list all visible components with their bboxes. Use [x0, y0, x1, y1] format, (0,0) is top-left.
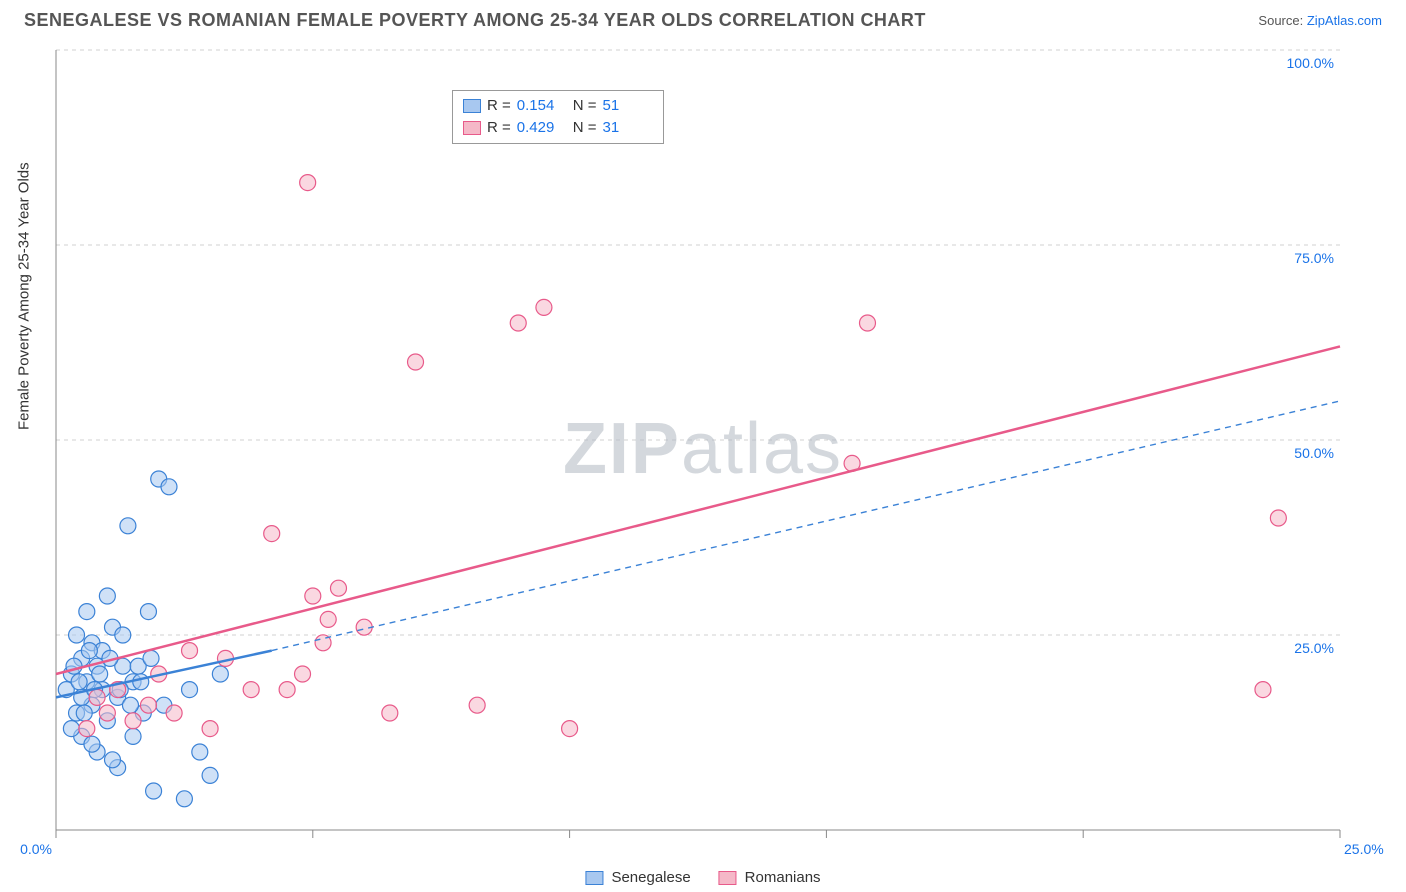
- swatch-senegalese: [463, 99, 481, 113]
- scatter-plot: 25.0% 50.0% 75.0% 100.0% 0.0% 25.0%: [0, 40, 1406, 892]
- chart-title: SENEGALESE VS ROMANIAN FEMALE POVERTY AM…: [24, 10, 926, 31]
- legend-row-romanians: R = 0.429 N = 31: [463, 117, 653, 139]
- y-axis-label: Female Poverty Among 25-34 Year Olds: [16, 162, 33, 430]
- r-value-senegalese: 0.154: [517, 95, 567, 117]
- svg-text:50.0%: 50.0%: [1294, 445, 1334, 461]
- source-link[interactable]: ZipAtlas.com: [1307, 13, 1382, 28]
- swatch-romanians: [463, 121, 481, 135]
- legend-row-senegalese: R = 0.154 N = 51: [463, 95, 653, 117]
- n-value-romanians: 31: [603, 117, 653, 139]
- legend-correlation: R = 0.154 N = 51 R = 0.429 N = 31: [452, 90, 664, 144]
- legend-item-senegalese: Senegalese: [585, 869, 690, 886]
- svg-text:25.0%: 25.0%: [1294, 640, 1334, 656]
- swatch-senegalese-bottom: [585, 871, 603, 885]
- legend-item-romanians: Romanians: [719, 869, 821, 886]
- legend-series: Senegalese Romanians: [585, 869, 820, 886]
- n-value-senegalese: 51: [603, 95, 653, 117]
- legend-label-romanians: Romanians: [745, 869, 821, 886]
- svg-text:25.0%: 25.0%: [1344, 841, 1384, 857]
- svg-text:0.0%: 0.0%: [20, 841, 52, 857]
- svg-text:75.0%: 75.0%: [1294, 250, 1334, 266]
- swatch-romanians-bottom: [719, 871, 737, 885]
- legend-label-senegalese: Senegalese: [611, 869, 690, 886]
- r-value-romanians: 0.429: [517, 117, 567, 139]
- source-label: Source:: [1258, 13, 1303, 28]
- svg-text:100.0%: 100.0%: [1287, 55, 1334, 71]
- chart-area: Female Poverty Among 25-34 Year Olds ZIP…: [0, 40, 1406, 892]
- source-attribution: Source: ZipAtlas.com: [1258, 13, 1382, 28]
- chart-header: SENEGALESE VS ROMANIAN FEMALE POVERTY AM…: [0, 0, 1406, 35]
